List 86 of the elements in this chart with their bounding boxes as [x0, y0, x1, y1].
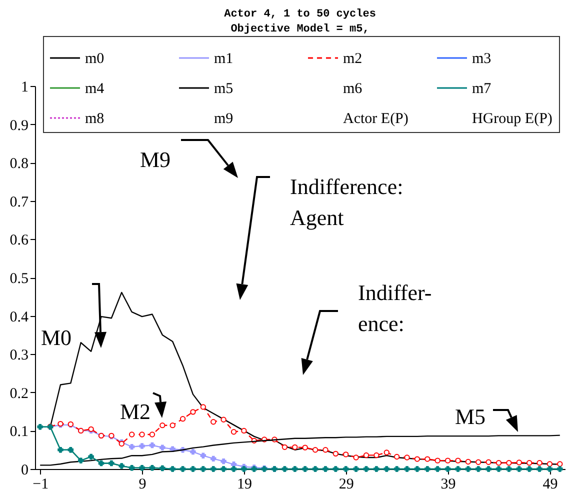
y-tick-label: 0.9 [10, 118, 28, 134]
point [353, 454, 359, 460]
y-tick-label: 1 [21, 80, 28, 96]
annotation: Indiffer- ence: [358, 280, 432, 336]
text: m6 [343, 81, 363, 97]
y-tick-label: 0.8 [10, 156, 28, 172]
point [444, 458, 451, 464]
y-tick-label: 0 [21, 462, 28, 478]
point [312, 447, 318, 453]
point [343, 452, 349, 458]
point [384, 450, 390, 456]
point [536, 460, 542, 466]
text: m9 [214, 111, 234, 127]
legend-label: m4 [85, 81, 105, 97]
point [230, 429, 237, 435]
point [404, 454, 410, 460]
point [160, 422, 166, 428]
point [190, 448, 196, 455]
point [557, 461, 563, 467]
point [516, 460, 522, 466]
point [139, 443, 145, 449]
annotation: M2 [120, 399, 151, 424]
point [455, 458, 461, 464]
point [476, 459, 482, 465]
annotation: Indifference: Agent [290, 174, 404, 230]
point [486, 459, 492, 465]
y-tick-label: 0.5 [10, 271, 28, 287]
x-tick-label: 29 [338, 476, 354, 492]
legend-label: m5 [214, 81, 234, 97]
point [160, 444, 166, 450]
y-tick-label: 0.2 [10, 386, 28, 402]
y-tick-label: 0.6 [10, 232, 29, 249]
point [149, 442, 156, 448]
text: Actor E(P) [343, 111, 408, 127]
point [210, 419, 216, 425]
x-tick-label: 39 [440, 476, 456, 492]
legend-label: m3 [472, 51, 492, 67]
legend-label: m0 [85, 51, 104, 67]
point [465, 458, 472, 465]
y-tick-label: 0.3 [10, 348, 28, 364]
legend-label: m8 [85, 111, 104, 127]
y-tick-label: 0.1 [10, 424, 28, 440]
x-tick-label: 19 [236, 476, 252, 492]
point [220, 416, 226, 422]
point [424, 456, 430, 462]
point [200, 404, 206, 410]
point [292, 444, 298, 450]
text: HGroup E(P) [472, 111, 552, 127]
point [210, 456, 216, 462]
point [414, 456, 420, 462]
point [220, 458, 226, 464]
point [506, 460, 512, 466]
point [190, 409, 196, 415]
point [546, 461, 553, 467]
point [128, 432, 135, 438]
point [363, 452, 370, 458]
point [302, 444, 308, 450]
point [149, 432, 156, 438]
legend-label: m7 [472, 81, 492, 97]
legend-label: m1 [214, 51, 234, 67]
point [322, 447, 328, 453]
point [394, 454, 400, 460]
chart-title: Actor 4, 1 to 50 cycles [224, 8, 376, 20]
y-tick-label: 0.7 [10, 194, 29, 210]
point [241, 428, 247, 434]
point [526, 460, 532, 466]
x-tick-label: 9 [138, 476, 146, 492]
chart-subtitle: Objective Model = m5, [230, 24, 370, 36]
point [128, 444, 135, 450]
point [282, 444, 288, 450]
x-tick-label: 49 [542, 476, 558, 492]
point [434, 458, 440, 464]
point [139, 432, 145, 438]
annotation: M5 [455, 404, 486, 429]
x-tick-label: −1 [32, 476, 49, 492]
annotation: M0 [41, 325, 72, 350]
point [332, 450, 339, 457]
point [170, 446, 176, 452]
point [496, 460, 502, 466]
legend-label: m2 [343, 51, 362, 67]
annotation: M9 [140, 147, 171, 172]
point [180, 416, 186, 422]
y-tick-label: 0.4 [10, 309, 29, 326]
point [170, 422, 176, 428]
point [200, 452, 206, 458]
point [374, 452, 380, 458]
